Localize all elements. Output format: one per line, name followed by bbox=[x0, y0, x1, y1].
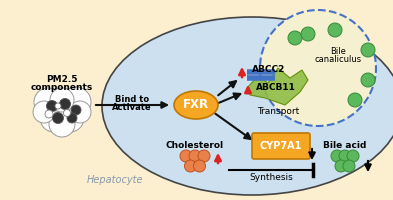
Text: CYP7A1: CYP7A1 bbox=[260, 141, 302, 151]
Ellipse shape bbox=[102, 17, 393, 195]
Circle shape bbox=[335, 160, 347, 172]
Circle shape bbox=[348, 93, 362, 107]
Text: canaliculus: canaliculus bbox=[314, 55, 362, 64]
Circle shape bbox=[42, 88, 82, 128]
Text: components: components bbox=[31, 84, 93, 92]
Circle shape bbox=[64, 110, 70, 116]
Circle shape bbox=[46, 100, 57, 112]
Circle shape bbox=[180, 150, 192, 162]
Circle shape bbox=[361, 43, 375, 57]
Text: Activate: Activate bbox=[112, 104, 152, 112]
Circle shape bbox=[331, 150, 343, 162]
Text: Cholesterol: Cholesterol bbox=[166, 142, 224, 150]
Text: Bind to: Bind to bbox=[115, 95, 149, 104]
Circle shape bbox=[347, 150, 359, 162]
Text: Transport: Transport bbox=[257, 108, 299, 116]
Text: Hepatocyte: Hepatocyte bbox=[87, 175, 143, 185]
Circle shape bbox=[69, 101, 91, 123]
Circle shape bbox=[343, 160, 355, 172]
Circle shape bbox=[328, 23, 342, 37]
Circle shape bbox=[61, 87, 91, 117]
Circle shape bbox=[288, 31, 302, 45]
Circle shape bbox=[56, 104, 84, 132]
Polygon shape bbox=[247, 68, 308, 105]
Text: FXR: FXR bbox=[183, 98, 209, 112]
Circle shape bbox=[189, 150, 201, 162]
FancyBboxPatch shape bbox=[252, 133, 310, 159]
Text: Bile: Bile bbox=[330, 47, 346, 56]
Text: ABCB11: ABCB11 bbox=[256, 84, 296, 92]
Circle shape bbox=[40, 104, 68, 132]
Circle shape bbox=[301, 27, 315, 41]
Circle shape bbox=[184, 160, 196, 172]
Circle shape bbox=[49, 111, 75, 137]
Circle shape bbox=[67, 113, 77, 123]
Text: Synthesis: Synthesis bbox=[249, 173, 293, 182]
Circle shape bbox=[193, 160, 206, 172]
Circle shape bbox=[34, 88, 62, 116]
Circle shape bbox=[339, 150, 351, 162]
Circle shape bbox=[198, 150, 210, 162]
Circle shape bbox=[50, 88, 74, 112]
Circle shape bbox=[55, 103, 61, 109]
Circle shape bbox=[361, 73, 375, 87]
Circle shape bbox=[260, 10, 376, 126]
Circle shape bbox=[53, 112, 64, 123]
Circle shape bbox=[45, 110, 53, 118]
Ellipse shape bbox=[174, 91, 218, 119]
Circle shape bbox=[33, 101, 55, 123]
Text: ABCC2: ABCC2 bbox=[252, 64, 285, 73]
Circle shape bbox=[59, 98, 70, 110]
Text: PM2.5: PM2.5 bbox=[46, 75, 78, 84]
Circle shape bbox=[71, 105, 81, 115]
Text: Bile acid: Bile acid bbox=[323, 142, 367, 150]
